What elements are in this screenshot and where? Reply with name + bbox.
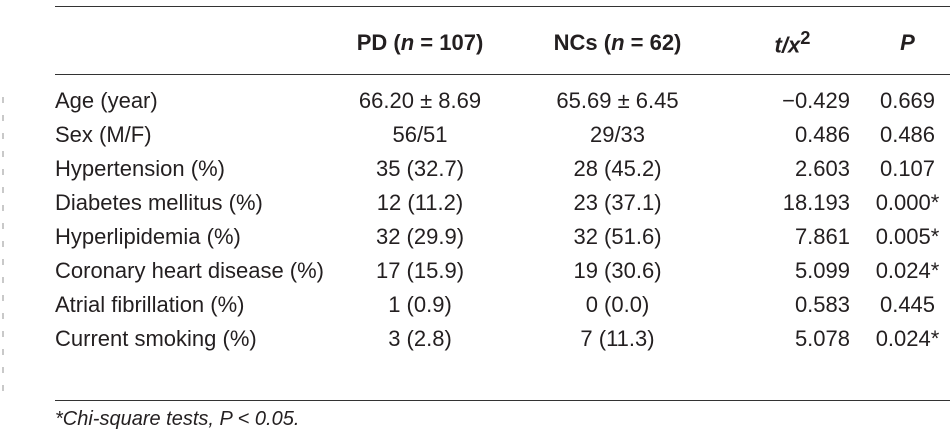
cell-stat: −0.429 xyxy=(782,88,850,113)
cell-pd: 56/51 xyxy=(392,122,448,147)
cell-variable: Diabetes mellitus (%) xyxy=(55,190,263,215)
cell-p: 0.486 xyxy=(879,122,936,147)
cell-stat: 5.099 xyxy=(794,258,850,283)
cell-p: 0.024* xyxy=(875,326,940,351)
table-footnote: *Chi-square tests, P < 0.05. xyxy=(55,408,300,430)
cell-nc: 32 (51.6) xyxy=(573,224,662,249)
cell-variable: Current smoking (%) xyxy=(55,326,257,351)
header-p-label: P xyxy=(900,30,915,55)
cell-nc: 28 (45.2) xyxy=(573,156,662,181)
page-edge-marks xyxy=(2,97,4,397)
cell-stat: 0.486 xyxy=(794,122,850,147)
table-row: Age (year) 66.20 ± 8.69 65.69 ± 6.45 −0.… xyxy=(55,80,950,118)
cell-p: 0.669 xyxy=(879,88,936,113)
header-pd-rest: = 107) xyxy=(414,30,484,55)
header-pd-n: n xyxy=(400,30,415,55)
header-nc: NCs (n = 62) xyxy=(515,0,720,80)
cell-variable: Sex (M/F) xyxy=(55,122,152,147)
header-pd-prefix: PD ( xyxy=(356,30,401,55)
cell-stat: 18.193 xyxy=(782,190,850,215)
cell-pd: 1 (0.9) xyxy=(388,292,452,317)
header-nc-n: n xyxy=(611,30,625,55)
cell-stat: 2.603 xyxy=(794,156,850,181)
cell-variable: Atrial fibrillation (%) xyxy=(55,292,245,317)
cell-pd: 12 (11.2) xyxy=(376,190,464,215)
cell-pd: 32 (29.9) xyxy=(375,224,465,249)
cell-pd: 35 (32.7) xyxy=(375,156,465,181)
cell-variable: Age (year) xyxy=(55,88,158,113)
header-pd: PD (n = 107) xyxy=(325,0,515,80)
data-table: PD (n = 107) NCs (n = 62) t/x2 P Age (ye… xyxy=(55,0,950,356)
header-stat-sup: 2 xyxy=(800,27,811,49)
header-nc-prefix: NCs ( xyxy=(553,30,612,55)
cell-nc: 0 (0.0) xyxy=(585,292,650,317)
cell-nc: 23 (37.1) xyxy=(573,190,662,215)
cell-nc: 19 (30.6) xyxy=(573,258,662,283)
table-row: Current smoking (%) 3 (2.8) 7 (11.3) 5.0… xyxy=(55,322,950,356)
table-row: Coronary heart disease (%) 17 (15.9) 19 … xyxy=(55,254,950,288)
cell-p: 0.000* xyxy=(875,190,940,215)
header-stat: t/x2 xyxy=(720,0,865,80)
cell-p: 0.024* xyxy=(875,258,940,283)
cell-variable: Coronary heart disease (%) xyxy=(55,258,325,283)
table-header-row: PD (n = 107) NCs (n = 62) t/x2 P xyxy=(55,0,950,80)
header-p: P xyxy=(865,0,950,80)
header-variable xyxy=(55,0,325,80)
cell-variable: Hypertension (%) xyxy=(55,156,225,181)
cell-p: 0.107 xyxy=(879,156,936,181)
table-row: Atrial fibrillation (%) 1 (0.9) 0 (0.0) … xyxy=(55,288,950,322)
cell-nc: 7 (11.3) xyxy=(580,326,655,351)
cell-pd: 66.20 ± 8.69 xyxy=(358,88,482,113)
cell-nc: 65.69 ± 6.45 xyxy=(556,88,679,113)
table-row: Hyperlipidemia (%) 32 (29.9) 32 (51.6) 7… xyxy=(55,220,950,254)
cell-variable: Hyperlipidemia (%) xyxy=(55,224,241,249)
table-top-rule xyxy=(55,6,950,7)
table-bottom-rule xyxy=(55,400,950,401)
table-header-rule xyxy=(55,74,950,75)
cell-pd: 3 (2.8) xyxy=(388,326,452,351)
cell-stat: 5.078 xyxy=(794,326,850,351)
table-row: Sex (M/F) 56/51 29/33 0.486 0.486 xyxy=(55,118,950,152)
cell-p: 0.445 xyxy=(879,292,936,317)
cell-stat: 0.583 xyxy=(794,292,850,317)
table-row: Hypertension (%) 35 (32.7) 28 (45.2) 2.6… xyxy=(55,152,950,186)
header-nc-rest: = 62) xyxy=(624,30,682,55)
cell-p: 0.005* xyxy=(875,224,940,249)
table-row: Diabetes mellitus (%) 12 (11.2) 23 (37.1… xyxy=(55,186,950,220)
cell-pd: 17 (15.9) xyxy=(375,258,465,283)
header-stat-base: t/x xyxy=(774,32,801,58)
cell-stat: 7.861 xyxy=(794,224,850,249)
cell-nc: 29/33 xyxy=(589,122,646,147)
